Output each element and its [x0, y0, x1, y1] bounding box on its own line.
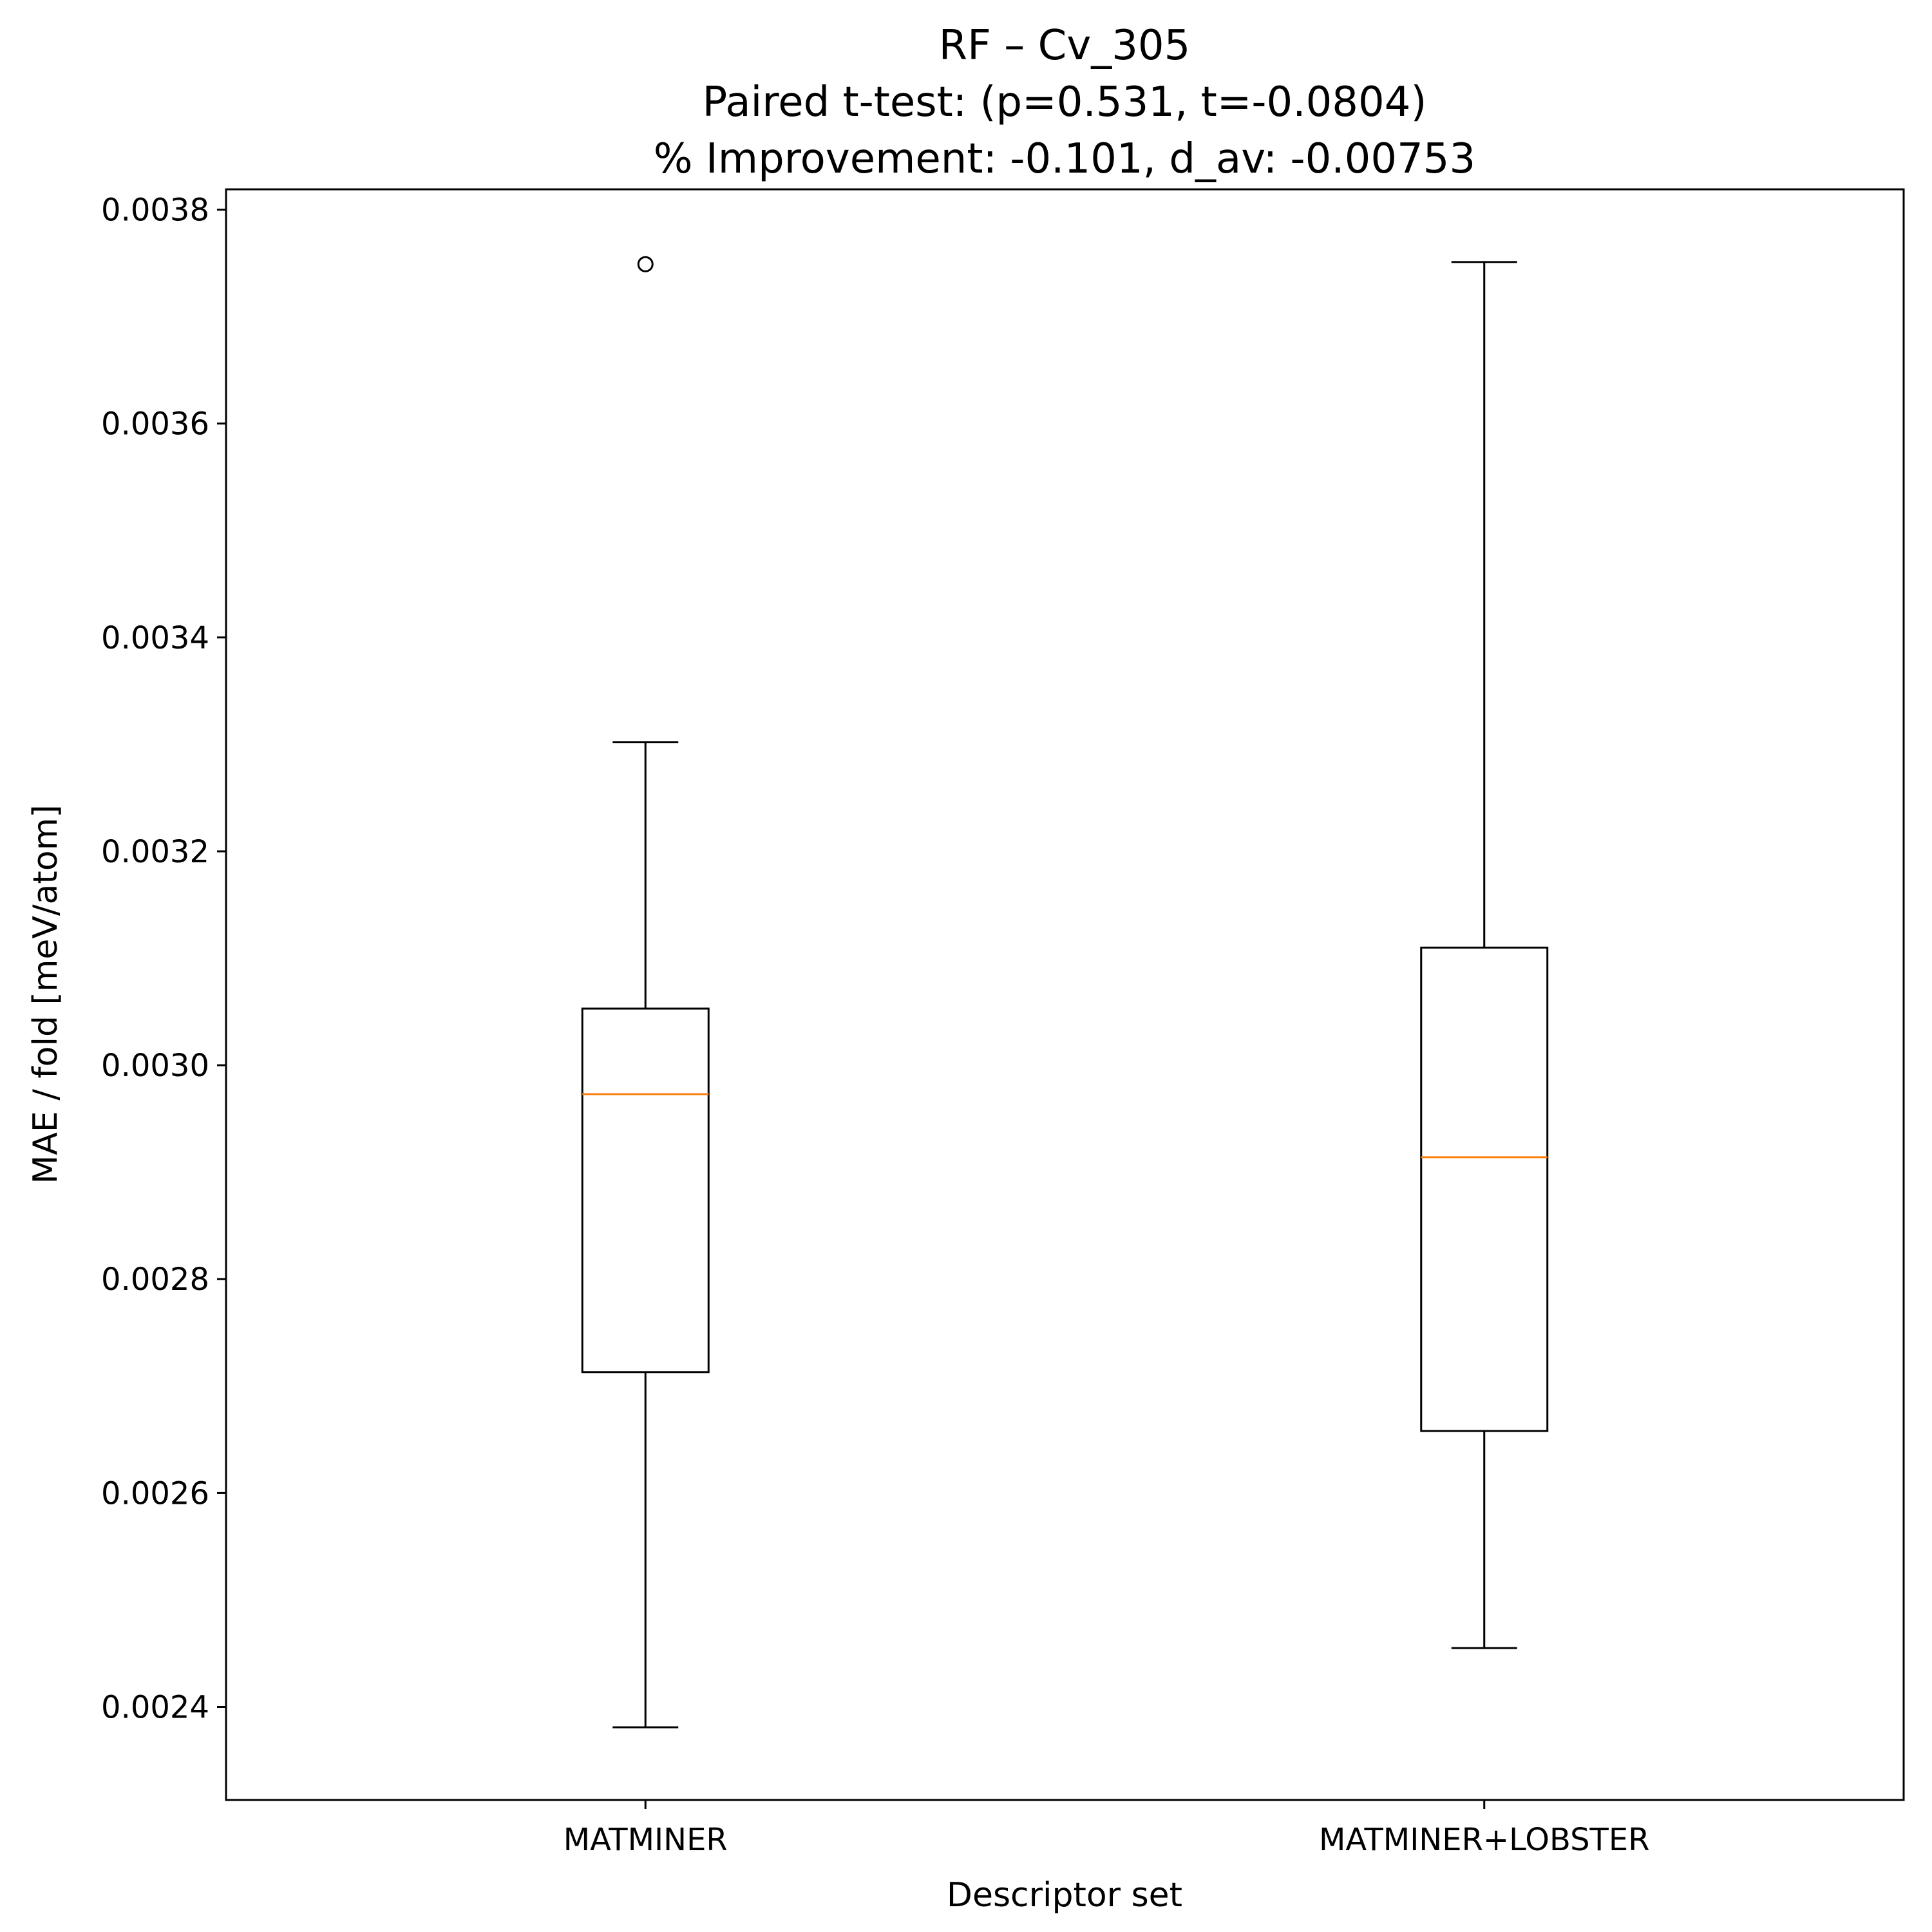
title-line-3: % Improvement: -0.101, d_av: -0.00753	[654, 135, 1475, 183]
y-tick-label: 0.0024	[101, 1690, 209, 1726]
x-axis-ticks: MATMINER MATMINER+LOBSTER	[564, 1800, 1650, 1858]
outlier-marker	[637, 256, 654, 272]
x-tick-label: MATMINER+LOBSTER	[1319, 1822, 1650, 1858]
y-tick-label: 0.0026	[101, 1475, 209, 1511]
chart-title: RF – Cv_305 Paired t-test: (p=0.531, t=-…	[654, 22, 1475, 183]
y-tick-label: 0.0030	[101, 1048, 209, 1084]
title-line-1: RF – Cv_305	[939, 22, 1191, 70]
plot-area	[581, 256, 1549, 1728]
y-axis-ticks: 0.0024 0.0026 0.0028 0.0030 0.0032 0.0034 0.00…	[101, 193, 226, 1726]
y-tick-label: 0.0034	[101, 620, 209, 656]
y-tick-label: 0.0038	[101, 193, 209, 229]
y-axis-label: MAE / fold [meV/atom]	[26, 804, 65, 1184]
box-matminer-lobster	[1420, 261, 1549, 1649]
iqr-box	[581, 1007, 710, 1374]
y-tick-label: 0.0036	[101, 406, 209, 442]
x-axis-label: Descriptor set	[947, 1876, 1182, 1915]
x-tick-label: MATMINER	[564, 1822, 728, 1858]
axes-frame	[225, 188, 1905, 1801]
title-line-2: Paired t-test: (p=0.531, t=-0.0804)	[703, 79, 1427, 126]
iqr-box	[1420, 946, 1549, 1432]
box-matminer	[581, 256, 710, 1728]
y-tick-label: 0.0032	[101, 834, 209, 870]
y-tick-label: 0.0028	[101, 1262, 209, 1298]
